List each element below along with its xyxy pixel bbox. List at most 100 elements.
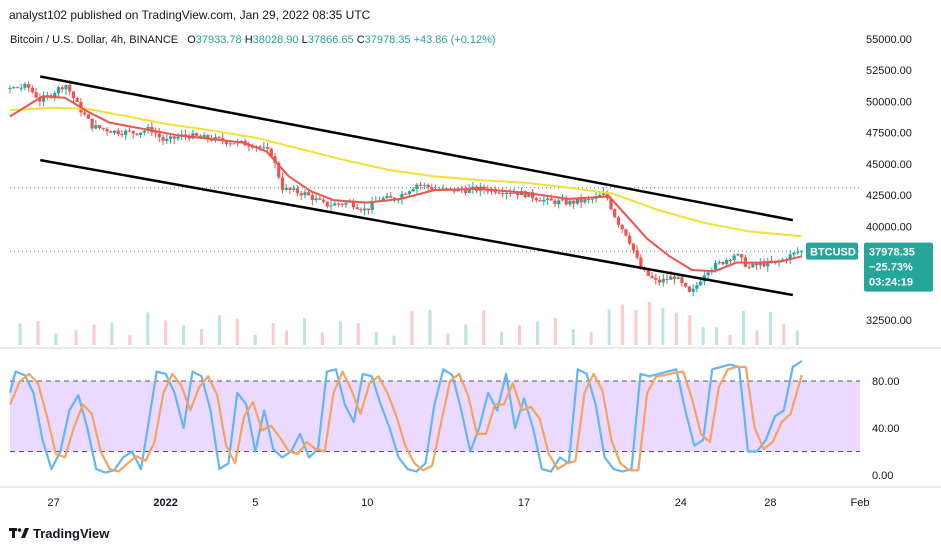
volume-bar bbox=[728, 334, 732, 345]
candle-body bbox=[616, 217, 621, 225]
candle-body bbox=[12, 87, 16, 89]
volume-bar bbox=[428, 309, 432, 345]
volume-bar bbox=[535, 321, 539, 345]
price-axis-label: 50000.00 bbox=[866, 96, 912, 108]
candle-body bbox=[385, 196, 389, 199]
volume-bar bbox=[446, 333, 450, 345]
candle-body bbox=[766, 261, 770, 267]
candle-body bbox=[8, 87, 12, 89]
candle-body bbox=[303, 192, 307, 196]
candle-body bbox=[90, 118, 94, 129]
tag-change-pct: −25.73% bbox=[869, 262, 913, 274]
candle-body bbox=[762, 262, 766, 267]
stoch-band bbox=[10, 381, 860, 452]
candle-body bbox=[482, 186, 486, 190]
candle-body bbox=[351, 201, 356, 208]
candle-body bbox=[71, 91, 76, 98]
candle-body bbox=[318, 198, 322, 200]
candle-body bbox=[56, 87, 61, 93]
candle-body bbox=[105, 128, 109, 132]
candle-body bbox=[635, 250, 639, 258]
candle-body bbox=[381, 198, 385, 201]
volume-bar bbox=[607, 309, 611, 345]
candle-body bbox=[124, 130, 128, 135]
candle-body bbox=[553, 200, 557, 205]
stoch-d-line bbox=[8, 365, 803, 473]
candle-body bbox=[549, 198, 553, 201]
candle-body bbox=[415, 184, 419, 190]
candle-body bbox=[340, 204, 344, 206]
candle-body bbox=[288, 187, 292, 190]
candle-body bbox=[19, 87, 23, 89]
symbol-legend: Bitcoin / U.S. Dollar, 4h, BINANCE O3793… bbox=[10, 34, 496, 46]
candle-body bbox=[531, 192, 535, 199]
candle-body bbox=[788, 254, 792, 261]
price-axis-label: 55000.00 bbox=[866, 34, 912, 46]
candle-body bbox=[75, 97, 79, 102]
candle-body bbox=[258, 146, 262, 148]
volume-bar bbox=[392, 335, 396, 345]
candle-body bbox=[68, 84, 72, 92]
candle-body bbox=[575, 198, 580, 204]
candle-body bbox=[142, 130, 146, 133]
candle-body bbox=[751, 263, 755, 267]
candle-body bbox=[97, 125, 102, 129]
candle-body bbox=[109, 131, 113, 133]
candle-body bbox=[83, 112, 87, 115]
tradingview-logo[interactable]: TradingView bbox=[9, 526, 109, 541]
candle-body bbox=[669, 276, 673, 280]
candle-body bbox=[613, 209, 617, 218]
time-axis-label: 24 bbox=[675, 497, 687, 509]
channel-lower-line[interactable] bbox=[40, 158, 794, 297]
candle-body bbox=[545, 198, 550, 200]
channel-upper-line[interactable] bbox=[40, 75, 794, 222]
candle-body bbox=[400, 193, 404, 200]
candle-body bbox=[639, 257, 643, 270]
candle-body bbox=[333, 203, 337, 206]
candle-body bbox=[139, 132, 143, 135]
candle-body bbox=[699, 281, 703, 286]
time-axis-label: 5 bbox=[252, 497, 258, 509]
candle-body bbox=[292, 188, 296, 190]
candle-body bbox=[280, 177, 285, 190]
candle-body bbox=[206, 135, 210, 140]
candle-body bbox=[94, 125, 98, 129]
close-label: C bbox=[356, 34, 365, 46]
time-axis-label: 27 bbox=[48, 497, 60, 509]
volume-bar bbox=[647, 301, 651, 345]
candle-body bbox=[601, 192, 606, 195]
candle-body bbox=[665, 278, 669, 280]
candle-body bbox=[672, 276, 677, 279]
candle-body bbox=[53, 92, 57, 97]
candle-body bbox=[534, 198, 538, 201]
candle-body bbox=[251, 146, 255, 148]
candle-body bbox=[363, 208, 367, 211]
price-axis-label: 32500.00 bbox=[866, 315, 912, 327]
candle-body bbox=[725, 260, 729, 265]
candle-body bbox=[131, 130, 135, 134]
candle-body bbox=[116, 130, 120, 135]
tag-countdown: 03:24:19 bbox=[869, 277, 913, 289]
candle-body bbox=[706, 272, 710, 276]
candle-body bbox=[471, 186, 475, 189]
candle-body bbox=[359, 209, 363, 211]
candle-body bbox=[407, 191, 412, 195]
volume-bar bbox=[217, 315, 221, 345]
candle-body bbox=[657, 279, 662, 283]
candle-body bbox=[504, 192, 509, 195]
volume-bar bbox=[742, 311, 746, 345]
candle-body bbox=[101, 128, 105, 130]
candle-body bbox=[183, 134, 188, 136]
candle-body bbox=[590, 198, 594, 200]
candle-body bbox=[430, 187, 434, 190]
candle-body bbox=[411, 189, 415, 192]
candle-body bbox=[542, 199, 546, 202]
candle-body bbox=[86, 114, 90, 119]
candle-body bbox=[497, 192, 501, 194]
candle-body bbox=[224, 141, 229, 144]
candle-body bbox=[687, 286, 692, 292]
candle-body bbox=[568, 200, 572, 205]
candle-body bbox=[38, 97, 42, 102]
last-price-tag: BTCUSD 37978.35 −25.73% 03:24:19 bbox=[806, 242, 933, 292]
